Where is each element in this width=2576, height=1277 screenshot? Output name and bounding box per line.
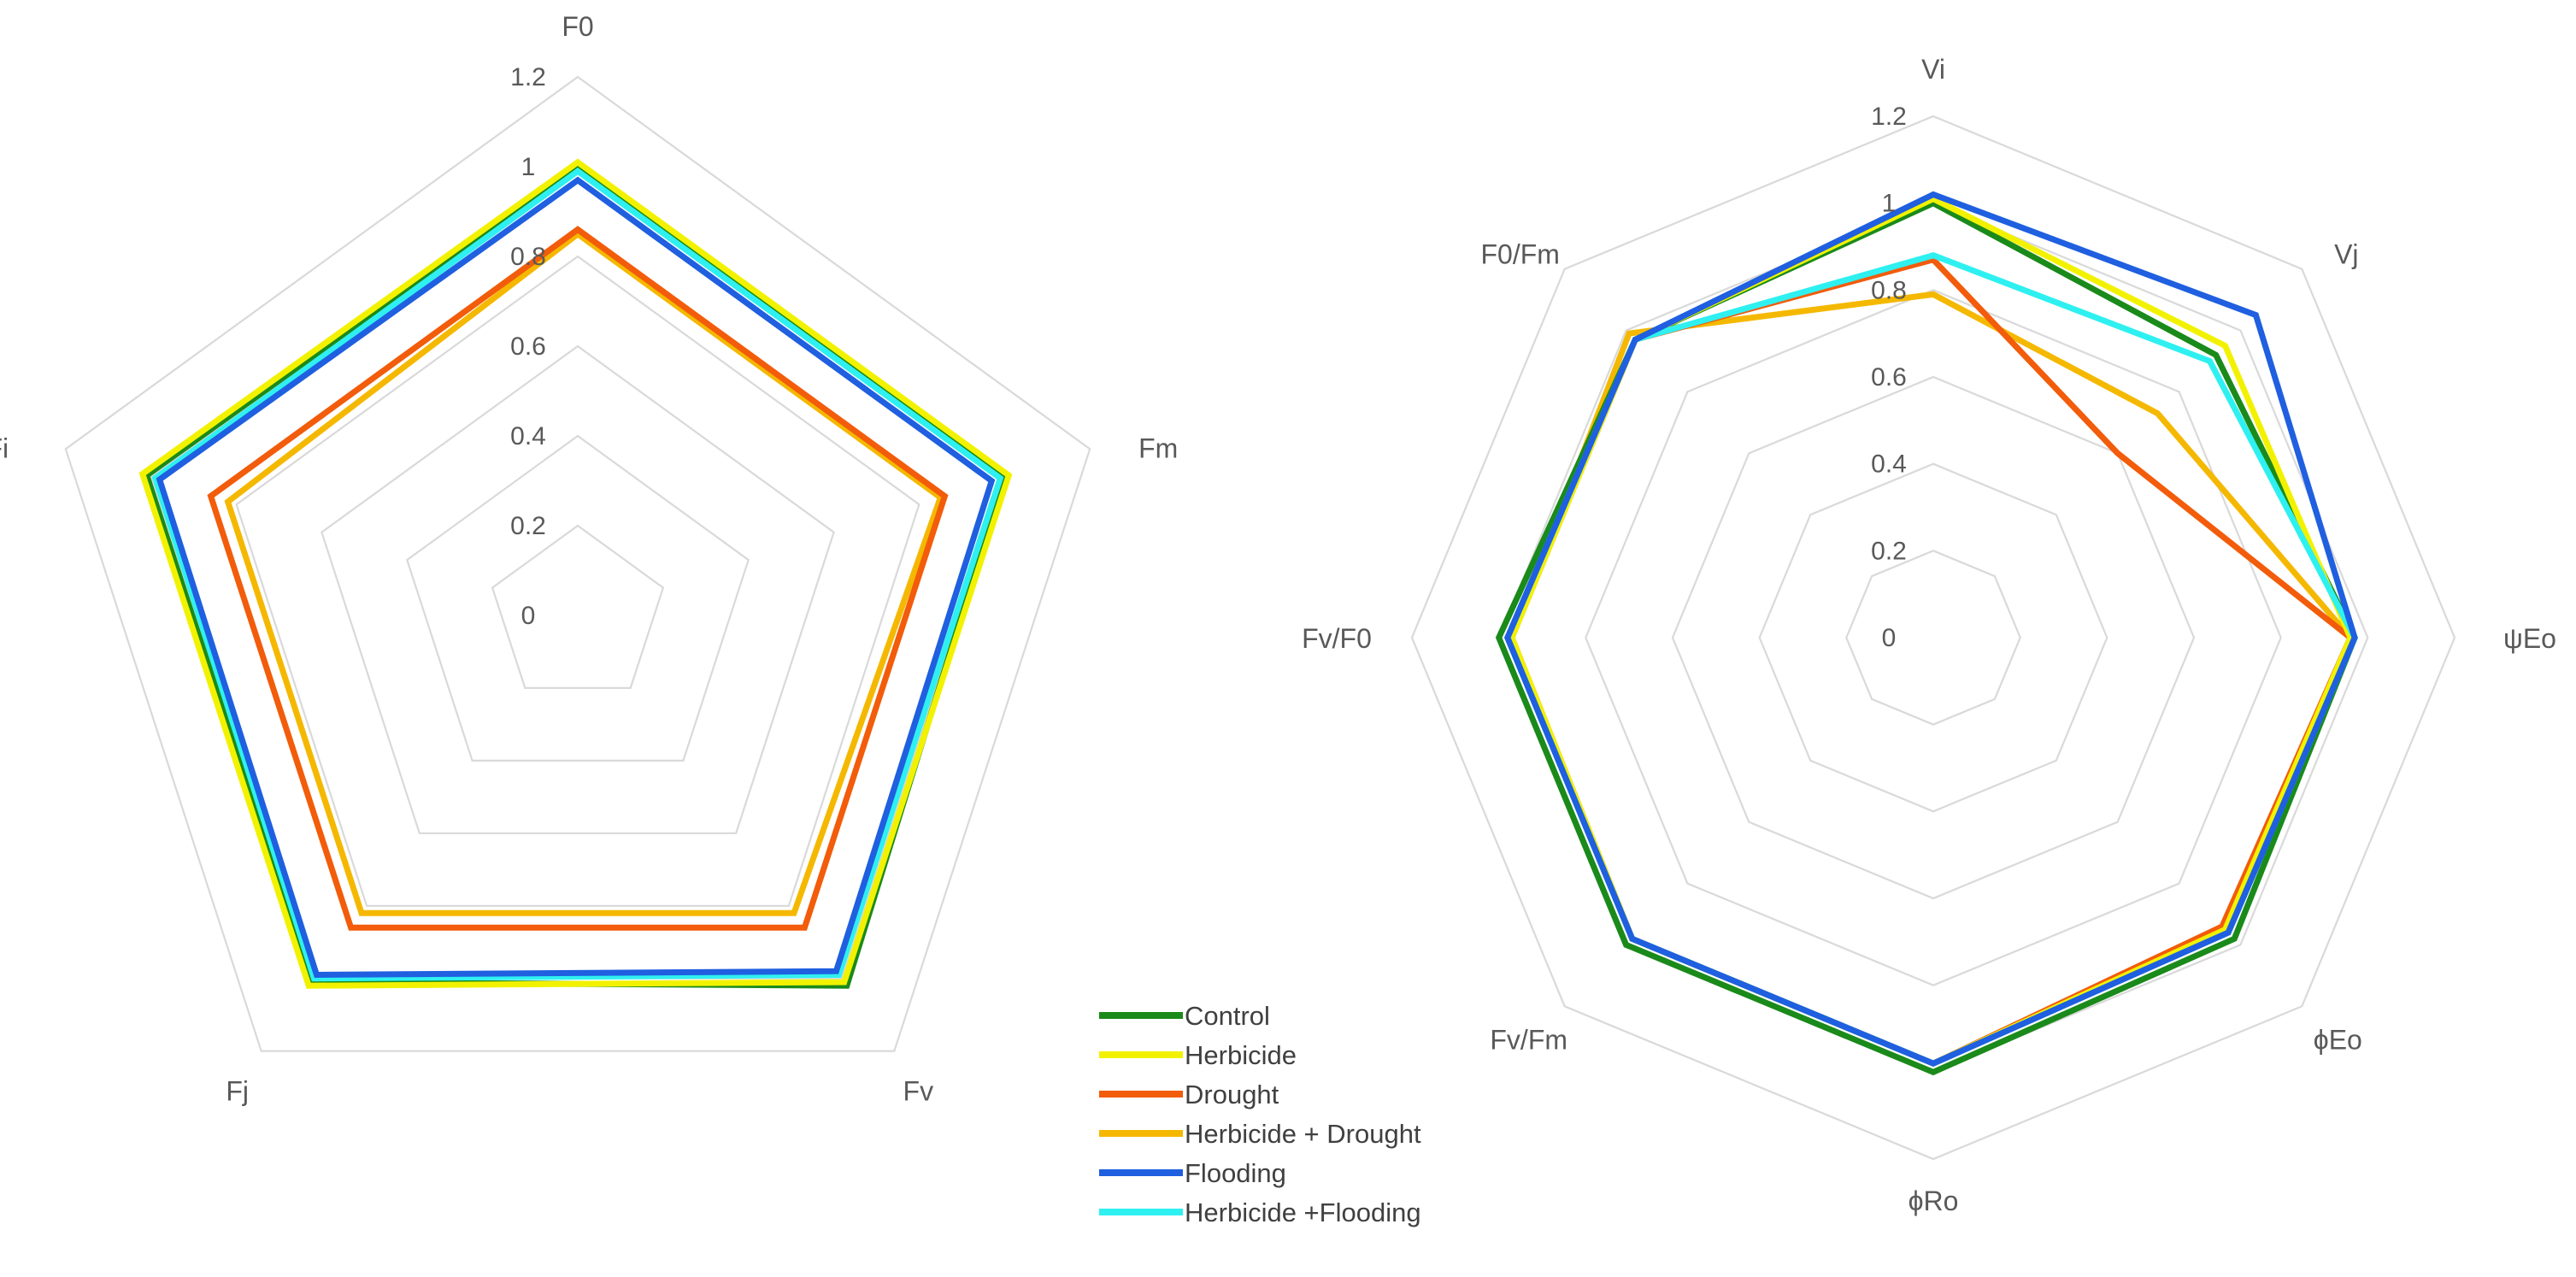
legend-item-herbicide-drought: Herbicide + Drought [1099, 1119, 1421, 1149]
legend-item-flooding: Flooding [1099, 1158, 1286, 1188]
right-grid-ring [1585, 289, 2282, 986]
left-series-herbicide-drought [224, 230, 944, 916]
right-tick-label: 0 [1882, 624, 1897, 652]
legend-item-herbicide: Herbicide [1099, 1040, 1297, 1070]
left-axis-label-fm: Fm [1138, 433, 1178, 463]
right-axis-label-fv-f0: Fv/F0 [1302, 623, 1372, 654]
right-series-flooding [1504, 191, 2358, 1068]
left-series-flooding [156, 176, 996, 979]
left-axis-label-fi: Fi [0, 433, 9, 463]
right-axis-label-vi: Vi [1921, 54, 1945, 85]
right-grid-ring [1758, 462, 2108, 813]
right-tick-label: 0.2 [1871, 537, 1907, 565]
legend-item-drought: Drought [1099, 1080, 1279, 1109]
right-tick-label: 1.2 [1871, 103, 1907, 131]
left-series-herbicide-flooding [151, 167, 1004, 982]
legend-label: Flooding [1185, 1158, 1286, 1188]
left-grid-ring [406, 434, 750, 762]
left-grid-ring [491, 524, 665, 690]
left-tick-label: 0.2 [510, 512, 546, 540]
legend: Control Herbicide Drought Herbicide + Droug… [1091, 992, 1492, 1239]
right-axis-label-fv-fm: Fv/Fm [1490, 1024, 1567, 1055]
legend-label: Control [1185, 1001, 1270, 1031]
left-axis-label-fj: Fj [226, 1076, 249, 1107]
legend-item-control: Control [1099, 1001, 1270, 1031]
legend-label: Herbicide [1185, 1040, 1297, 1070]
left-tick-label: 1.2 [510, 63, 546, 91]
legend-background [1091, 992, 1492, 1239]
left-grid-ring [64, 75, 1091, 1052]
right-axis-label-f0-fm: F0/Fm [1480, 239, 1559, 270]
legend-item-herbicide-flooding: Herbicide +Flooding [1099, 1198, 1421, 1227]
right-grid-ring [1410, 115, 2456, 1161]
left-axis-label-f0: F0 [562, 11, 593, 42]
right-axis-label-eo: ϕEo [2314, 1024, 2362, 1055]
left-grid-ring [321, 344, 835, 834]
left-tick-label: 1 [521, 153, 536, 181]
right-tick-label: 0.6 [1871, 363, 1907, 391]
left-axis-label-fv: Fv [903, 1076, 934, 1107]
right-tick-label: 1 [1882, 190, 1897, 218]
left-tick-label: 0.6 [510, 332, 546, 361]
right-tick-label: 0.4 [1871, 450, 1907, 479]
radar-chart-left: 0 0.2 0.4 0.6 0.8 1 1.2 F0 Fm Fv Fj Fi [0, 11, 1178, 1107]
left-series-drought [207, 226, 949, 931]
left-series-herbicide [138, 158, 1013, 989]
right-grid-ring [1845, 550, 2021, 726]
right-grid-ring [1671, 375, 2196, 900]
left-tick-label: 0.4 [510, 422, 546, 450]
left-tick-label: 0.8 [510, 243, 546, 271]
radar-chart-right: 0 0.2 0.4 0.6 0.8 1 1.2 Vi Vj ψEo ϕEo ϕRo Fv/Fm Fv/F0… [1302, 54, 2556, 1216]
left-tick-label: 0 [521, 602, 536, 630]
right-axis-label-vj: Vj [2334, 239, 2358, 270]
left-grid-ring [235, 255, 920, 907]
right-tick-label: 0.8 [1871, 276, 1907, 304]
right-axis-label-eo: ψEo [2503, 623, 2556, 654]
right-axis-label-ro: ϕRo [1908, 1186, 1959, 1216]
legend-label: Herbicide + Drought [1185, 1119, 1421, 1149]
legend-label: Herbicide +Flooding [1185, 1198, 1421, 1227]
legend-label: Drought [1185, 1080, 1279, 1109]
